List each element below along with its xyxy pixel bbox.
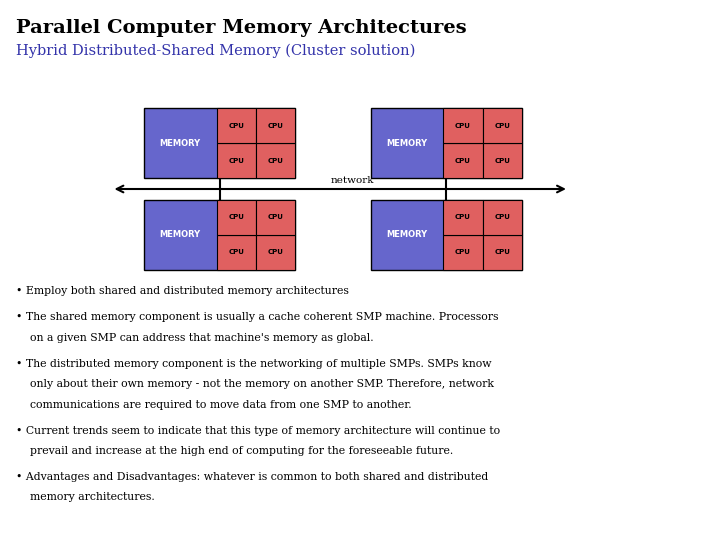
Text: MEMORY: MEMORY	[387, 231, 428, 239]
Bar	[482, 143, 522, 178]
Text: CPU: CPU	[268, 123, 284, 129]
Text: MEMORY: MEMORY	[387, 139, 428, 147]
Bar	[444, 108, 482, 143]
Bar	[217, 143, 256, 178]
Text: • The distributed memory component is the networking of multiple SMPs. SMPs know: • The distributed memory component is th…	[16, 359, 491, 369]
Text: CPU: CPU	[228, 249, 244, 255]
Text: • The shared memory component is usually a cache coherent SMP machine. Processor: • The shared memory component is usually…	[16, 312, 498, 322]
Bar	[371, 200, 522, 270]
Text: network: network	[331, 176, 374, 185]
Bar	[256, 143, 295, 178]
Bar	[217, 200, 256, 235]
Text: CPU: CPU	[228, 214, 244, 220]
Bar	[482, 235, 522, 270]
Bar	[482, 108, 522, 143]
Text: CPU: CPU	[268, 158, 284, 164]
Text: • Current trends seem to indicate that this type of memory architecture will con: • Current trends seem to indicate that t…	[16, 426, 500, 436]
Text: CPU: CPU	[455, 214, 471, 220]
Text: CPU: CPU	[228, 158, 244, 164]
Text: Parallel Computer Memory Architectures: Parallel Computer Memory Architectures	[16, 19, 467, 37]
Text: • Employ both shared and distributed memory architectures: • Employ both shared and distributed mem…	[16, 286, 348, 296]
Text: CPU: CPU	[268, 214, 284, 220]
Bar	[444, 200, 482, 235]
Text: CPU: CPU	[455, 158, 471, 164]
Bar	[256, 108, 295, 143]
Text: memory architectures.: memory architectures.	[30, 492, 155, 503]
Text: on a given SMP can address that machine's memory as global.: on a given SMP can address that machine'…	[30, 333, 374, 343]
Bar	[144, 200, 295, 270]
Text: MEMORY: MEMORY	[160, 231, 201, 239]
Bar	[444, 235, 482, 270]
Bar	[217, 235, 256, 270]
Text: CPU: CPU	[495, 214, 510, 220]
Text: CPU: CPU	[228, 123, 244, 129]
Text: CPU: CPU	[268, 249, 284, 255]
Text: CPU: CPU	[495, 158, 510, 164]
Bar	[482, 200, 522, 235]
Text: Hybrid Distributed-Shared Memory (Cluster solution): Hybrid Distributed-Shared Memory (Cluste…	[16, 43, 415, 58]
Text: • Advantages and Disadvantages: whatever is common to both shared and distribute: • Advantages and Disadvantages: whatever…	[16, 472, 488, 482]
Text: communications are required to move data from one SMP to another.: communications are required to move data…	[30, 400, 412, 410]
Bar	[256, 235, 295, 270]
Bar	[444, 143, 482, 178]
Bar	[144, 108, 295, 178]
Text: CPU: CPU	[455, 123, 471, 129]
Bar	[217, 108, 256, 143]
Text: MEMORY: MEMORY	[160, 139, 201, 147]
Text: CPU: CPU	[455, 249, 471, 255]
Text: prevail and increase at the high end of computing for the foreseeable future.: prevail and increase at the high end of …	[30, 446, 454, 456]
Text: CPU: CPU	[495, 249, 510, 255]
Bar	[371, 108, 522, 178]
Text: CPU: CPU	[495, 123, 510, 129]
Bar	[256, 200, 295, 235]
Text: only about their own memory - not the memory on another SMP. Therefore, network: only about their own memory - not the me…	[30, 379, 494, 389]
